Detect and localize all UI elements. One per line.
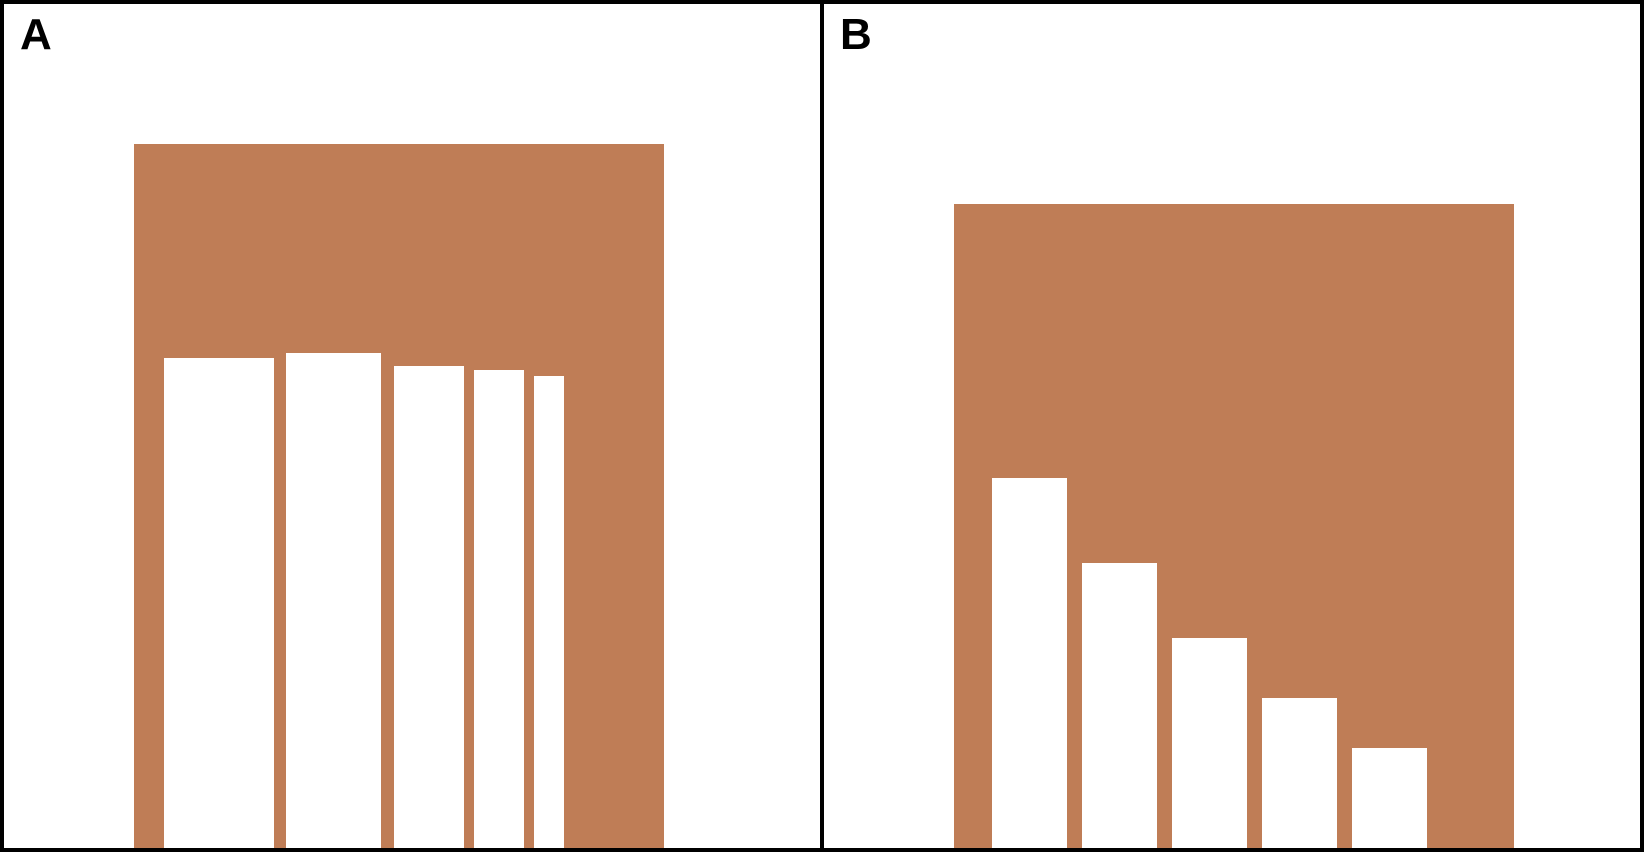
bar-b-4 [1262,698,1337,848]
bar-a-3 [394,366,464,848]
bar-a-5 [534,376,564,848]
bar-b-2 [1082,563,1157,848]
panel-label-a: A [20,10,52,60]
bar-a-4 [474,370,524,848]
figure-container: AB [0,0,1644,852]
panel-label-b: B [840,10,872,60]
bar-b-5 [1352,748,1427,848]
bar-b-3 [1172,638,1247,848]
bar-a-2 [286,353,381,848]
bar-b-1 [992,478,1067,848]
panel-b: B [822,0,1644,852]
panel-a: A [0,0,822,852]
bar-a-1 [164,358,274,848]
